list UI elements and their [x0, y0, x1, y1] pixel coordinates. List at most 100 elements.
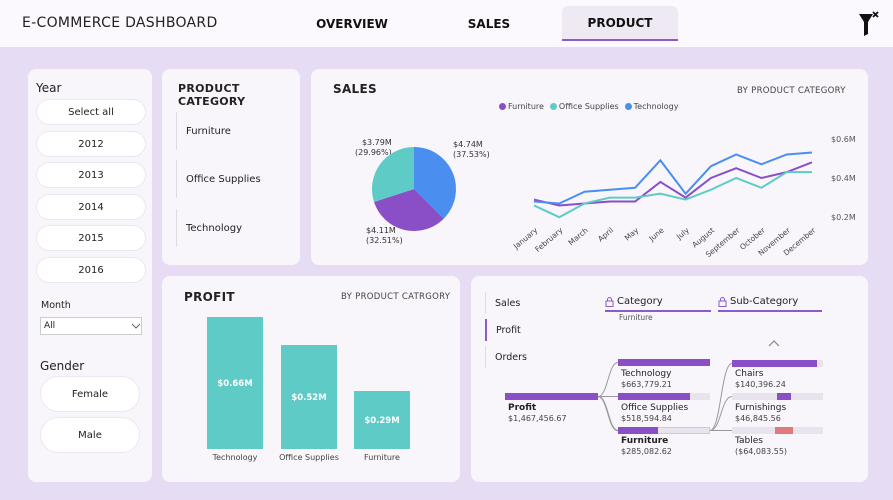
dt-category-bar-technology[interactable] [618, 359, 710, 366]
dt-connector [709, 363, 733, 431]
year-select-all[interactable]: Select all [36, 99, 146, 125]
dt-subcategory-name: Furnishings [735, 403, 787, 413]
funnel-clear-icon[interactable] [858, 10, 880, 38]
gender-male[interactable]: Male [40, 417, 140, 453]
decomposition-tree-panel: Sales Profit Orders Category Furniture S… [471, 276, 868, 482]
profit-bar-chart[interactable]: $0.66M Technology $0.52M Office Supplies $0.… [162, 276, 460, 482]
profit-bar-furniture[interactable] [354, 391, 410, 449]
month-value: All [44, 321, 56, 331]
dt-subcategory-bar-furnishings[interactable] [777, 393, 791, 400]
dt-category-value: $663,779.21 [621, 380, 672, 389]
year-filter-title: Year [36, 81, 62, 95]
dt-subcategory-bar-chairs[interactable] [732, 360, 817, 367]
x-tick-label: June [647, 225, 666, 243]
year-2014[interactable]: 2014 [36, 194, 146, 220]
product-category-panel: PRODUCT CATEGORY Furniture Office Suppli… [162, 69, 300, 265]
year-2016[interactable]: 2016 [36, 257, 146, 283]
dt-level-filter: Furniture [619, 313, 653, 322]
x-tick-label: May [623, 225, 641, 242]
chevron-up-icon[interactable] [768, 339, 780, 347]
gender-filter-title: Gender [40, 359, 85, 373]
sales-legend: Furniture Office Supplies Technology [499, 102, 678, 111]
bar-category-label: Office Supplies [279, 453, 339, 462]
profit-bar-office-supplies[interactable] [281, 345, 337, 449]
dt-level-underline [605, 310, 711, 312]
legend-dot [499, 103, 506, 110]
pie-label-value: $4.74M [453, 140, 483, 149]
dt-level-category[interactable]: Category [605, 296, 663, 307]
profit-bar-technology[interactable] [207, 317, 263, 449]
category-item-furniture[interactable]: Furniture [176, 112, 296, 150]
bar-value-label: $0.29M [364, 416, 399, 426]
dt-tab-orders[interactable]: Orders [485, 346, 527, 368]
top-bar: E-COMMERCE DASHBOARD OVERVIEW SALES PROD… [0, 0, 893, 47]
bar-category-label: Furniture [364, 453, 400, 462]
dt-subcategory-name: Tables [735, 436, 763, 446]
x-tick-label: March [567, 225, 590, 247]
pie-label-office-supplies: $3.79M (29.96%) [355, 138, 392, 158]
dt-tab-sales[interactable]: Sales [485, 292, 520, 314]
dt-level-subcategory[interactable]: Sub-Category [718, 296, 798, 307]
category-item-office-supplies[interactable]: Office Supplies [176, 160, 296, 198]
dt-category-bar-furniture[interactable] [618, 427, 658, 434]
dt-subcategory-value: $46,845.56 [735, 414, 781, 423]
pie-label-percent: (32.51%) [366, 236, 403, 245]
category-item-technology[interactable]: Technology [176, 209, 296, 247]
dt-root-value: $1,467,456.67 [508, 414, 567, 423]
legend-label: Technology [633, 102, 679, 111]
sales-subtitle: BY PRODUCT CATEGORY [737, 86, 846, 96]
y-tick-label: $0.2M [831, 213, 856, 222]
sales-pie-chart[interactable] [366, 139, 476, 239]
dt-category-bar-office-supplies[interactable] [618, 393, 690, 400]
pie-slice-furniture[interactable] [374, 189, 444, 231]
pie-label-percent: (37.53%) [453, 150, 490, 159]
year-2013[interactable]: 2013 [36, 162, 146, 188]
dt-root-name: Profit [508, 403, 537, 413]
pie-label-technology: $4.74M (37.53%) [453, 140, 490, 160]
year-2012[interactable]: 2012 [36, 131, 146, 157]
gender-female[interactable]: Female [40, 376, 140, 412]
dt-root-bar[interactable] [505, 393, 598, 400]
lock-icon [605, 296, 614, 307]
dt-subcategory-bar-tables[interactable] [775, 427, 793, 434]
line-series-furniture[interactable] [533, 161, 813, 207]
month-dropdown[interactable]: All [40, 317, 142, 335]
legend-dot [624, 103, 632, 110]
dt-subcategory-value: ($64,083.55) [735, 447, 788, 456]
legend-dot [549, 103, 557, 110]
legend-item: Office Supplies [549, 102, 619, 111]
y-tick-label: $0.6M [831, 135, 856, 144]
profit-title: PROFIT [184, 290, 235, 304]
dt-category-name: Technology [621, 369, 672, 379]
line-series-office-supplies[interactable] [533, 171, 812, 219]
pie-label-value: $3.79M [361, 138, 392, 147]
profit-panel: PROFIT BY PRODUCT CATRGORY $0.66M Technol… [162, 276, 460, 482]
dt-connector [709, 396, 733, 431]
bar-value-label: $0.66M [217, 379, 252, 389]
line-series-technology[interactable] [533, 151, 813, 205]
app-title: E-COMMERCE DASHBOARD [22, 15, 218, 31]
dt-level-label: Sub-Category [730, 296, 799, 307]
dt-tab-profit[interactable]: Profit [485, 319, 521, 341]
dt-connector [597, 362, 619, 397]
year-2015[interactable]: 2015 [36, 225, 146, 251]
tab-sales[interactable]: SALES [467, 16, 511, 31]
month-filter-title: Month [41, 300, 71, 311]
dt-subcategory-value: $140,396.24 [735, 380, 786, 389]
sales-title: SALES [333, 82, 377, 96]
sales-panel: SALES BY PRODUCT CATEGORY Furniture Offi… [311, 69, 868, 265]
filters-panel: Year Select all 2012 2013 2014 2015 2016… [28, 69, 152, 482]
pie-slice-office-supplies[interactable] [372, 147, 414, 202]
profit-subtitle: BY PRODUCT CATRGORY [341, 292, 451, 302]
pie-label-percent: (29.96%) [355, 148, 392, 157]
legend-item: Technology [624, 102, 679, 111]
pie-label-furniture: $4.11M (32.51%) [366, 226, 403, 246]
tab-product[interactable]: PRODUCT [562, 6, 678, 41]
x-tick-label: February [533, 225, 565, 254]
tab-overview[interactable]: OVERVIEW [316, 16, 388, 31]
dt-category-value: $285,082.62 [621, 447, 672, 456]
dt-subcategory-name: Chairs [735, 369, 764, 379]
pie-slice-technology[interactable] [414, 147, 456, 219]
dt-category-name: Office Supplies [621, 403, 689, 413]
